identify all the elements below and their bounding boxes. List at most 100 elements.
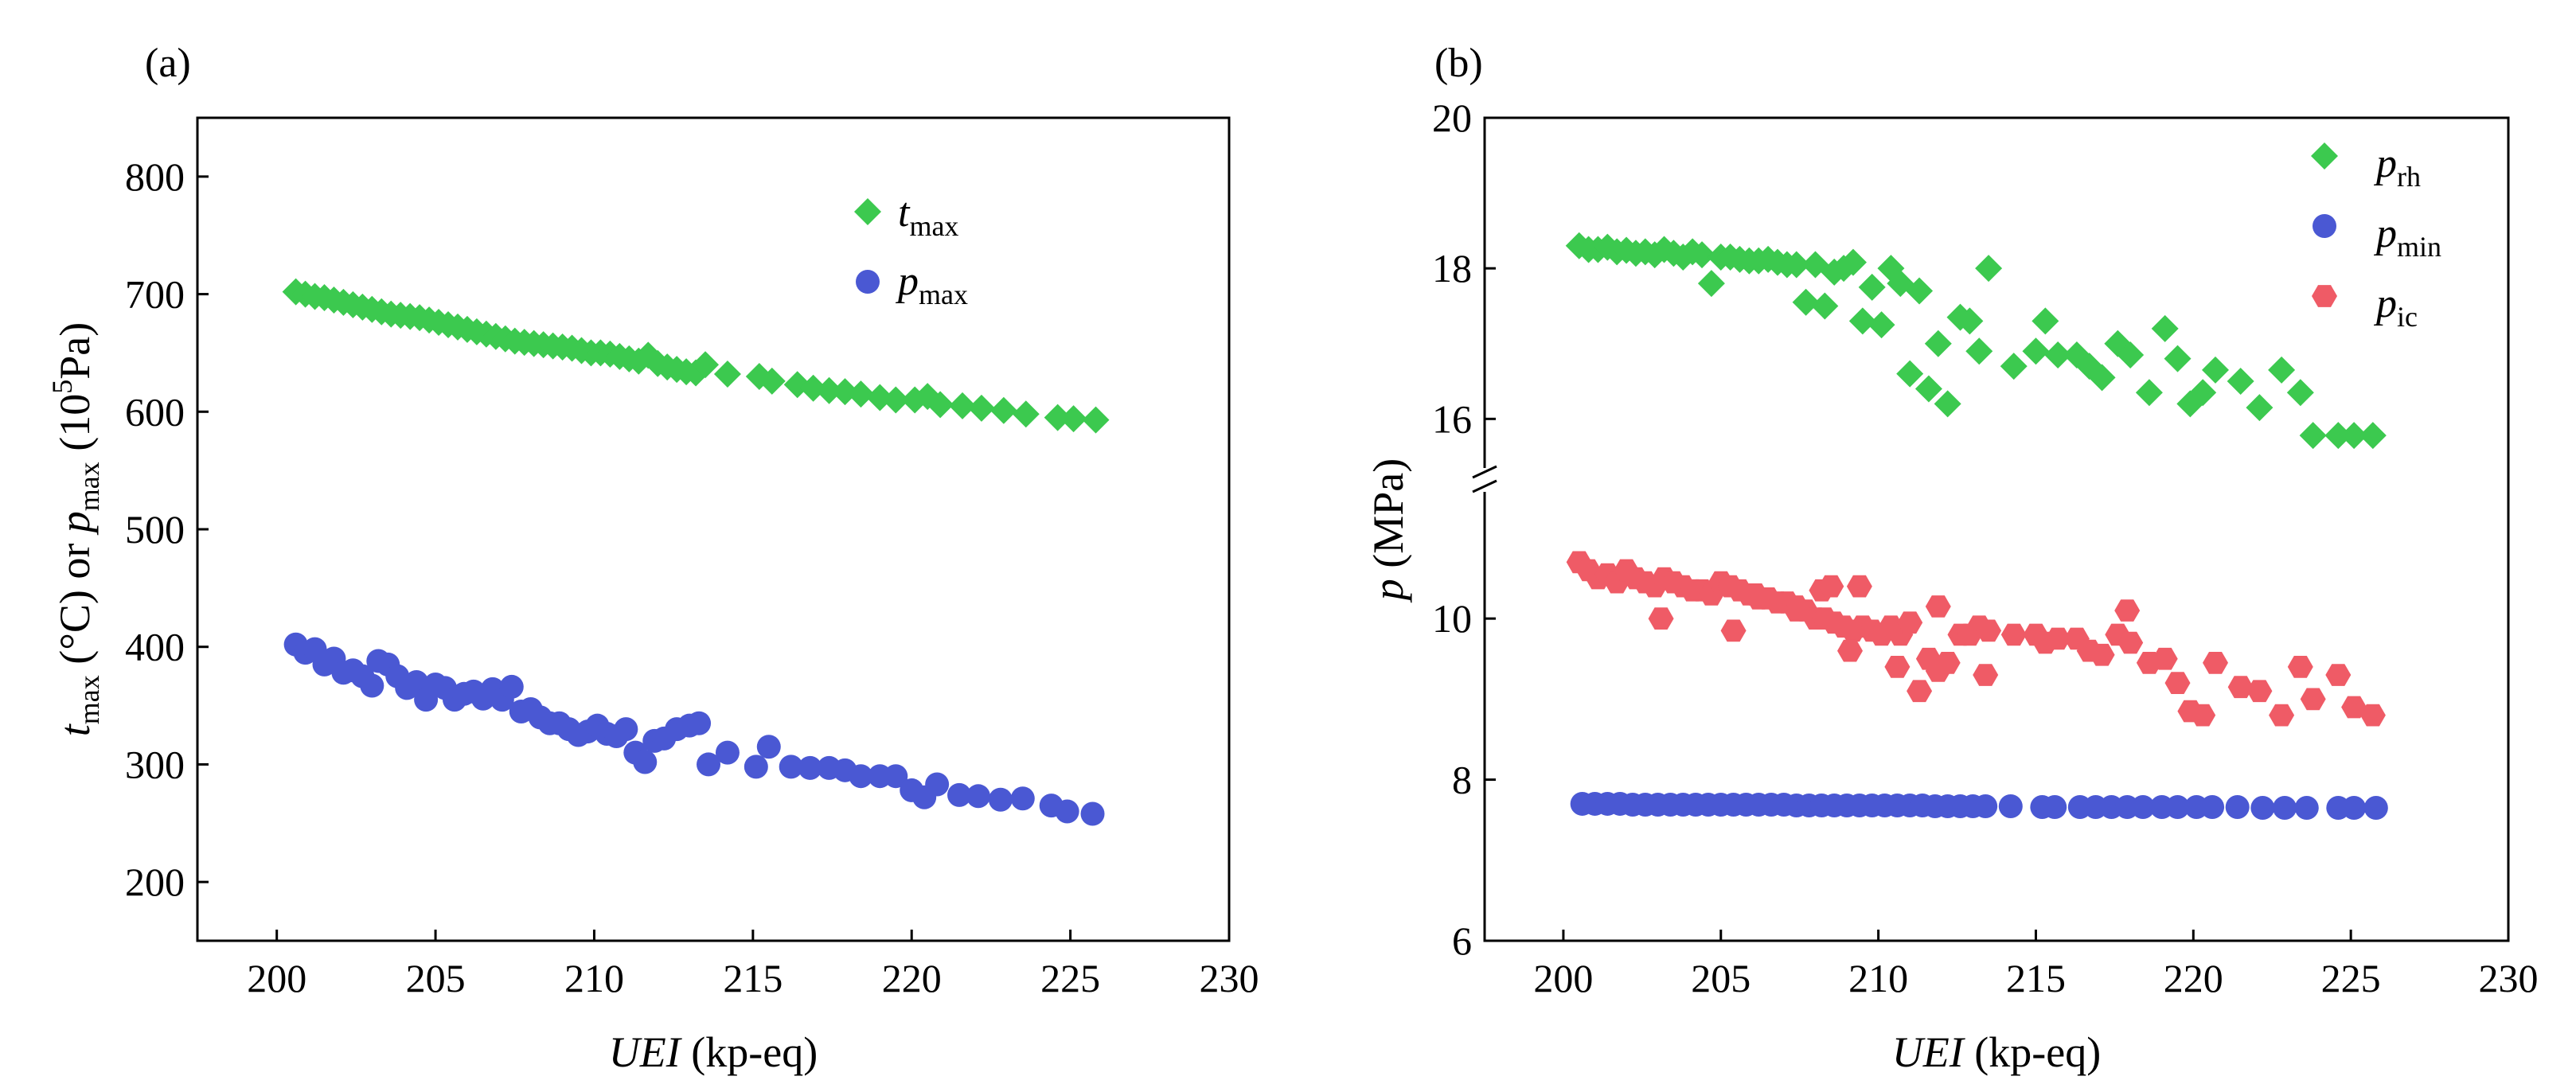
data-point: [2088, 364, 2116, 392]
data-point: [2359, 422, 2387, 450]
data-point: [779, 755, 803, 779]
data-point: [2203, 652, 2228, 674]
data-point: [614, 717, 638, 742]
data-point: [2340, 422, 2368, 450]
data-point: [2200, 794, 2225, 819]
x-tick-label: 205: [406, 956, 466, 1000]
panel-a-x-axis-title: UEI (kp-eq): [609, 1028, 818, 1076]
data-point: [2135, 379, 2163, 407]
legend-sub-p-rh: rh: [2397, 161, 2421, 193]
panel-b-y-axis-title: p (MPa): [1364, 458, 1412, 603]
data-point: [2273, 796, 2297, 821]
x-tick-label: 230: [1200, 956, 1259, 1000]
data-point: [1858, 273, 1886, 301]
data-point: [2246, 680, 2273, 703]
panel-b-data-points: [1565, 232, 2388, 821]
data-point: [2117, 341, 2145, 369]
legend-label-p-min: p: [2373, 211, 2397, 256]
panel-a-y-axis-title: tmax (°C) or pmax (105Pa): [46, 322, 105, 737]
legend-label-p-ic: p: [2373, 281, 2397, 326]
x-tick-label: 200: [1533, 956, 1593, 1000]
legend-symbol: [2311, 142, 2338, 170]
y-tick-label: 6: [1452, 918, 1472, 963]
y-tick-label: 20: [1432, 96, 1472, 140]
data-point: [967, 394, 995, 422]
legend-label-p-max: p: [895, 259, 919, 304]
data-point: [499, 674, 524, 699]
data-point: [1846, 575, 1872, 598]
data-point: [947, 782, 972, 807]
panel-a-data-points: [282, 278, 1110, 826]
data-point: [1896, 360, 1924, 388]
data-point: [2286, 379, 2314, 407]
panel-b-y-ticks: 6 8 10 16 18 20: [1432, 96, 1496, 963]
data-point: [2114, 599, 2141, 622]
data-point: [884, 764, 908, 789]
legend-sub-p-min: min: [2397, 231, 2441, 263]
data-point: [758, 367, 786, 395]
y-tick-label: 18: [1432, 246, 1472, 291]
data-point: [2045, 627, 2071, 650]
series-p-ic: [1566, 551, 2386, 727]
legend-item-t-max: tmax: [854, 190, 958, 242]
data-point: [1884, 656, 1911, 678]
legend-marker-p-min: [2313, 214, 2336, 238]
series-t-max: [282, 278, 1110, 434]
svg-text:pmax: pmax: [895, 259, 968, 310]
legend-symbol: [856, 270, 880, 294]
x-tick-label: 225: [1040, 956, 1100, 1000]
data-point: [2164, 672, 2191, 694]
legend-sub-p-max: max: [919, 279, 968, 310]
data-point: [1924, 330, 1952, 357]
data-point: [1897, 611, 1923, 634]
panel-b: (b) 200 205 210 215 220 225 230 6 8 10 16 18 20 UEI…: [1364, 41, 2539, 1076]
data-point: [1811, 292, 1839, 320]
legend-marker-p-rh: [2311, 142, 2338, 170]
y-tick-label: 300: [125, 742, 185, 786]
legend-item-p-min: pmin: [2313, 211, 2441, 263]
data-point: [2043, 794, 2067, 819]
legend-symbol: [2312, 285, 2337, 307]
data-point: [2189, 379, 2217, 407]
data-point: [1044, 404, 1071, 431]
y-tick-label: 16: [1432, 396, 1472, 441]
y-tick-label: 600: [125, 389, 185, 434]
legend-symbol: [2313, 214, 2336, 238]
legend-item-p-rh: prh: [2311, 141, 2421, 193]
x-tick-label: 220: [2164, 956, 2223, 1000]
data-point: [989, 396, 1017, 424]
data-point: [1055, 799, 1079, 824]
data-point: [2022, 337, 2050, 365]
data-point: [1934, 652, 1961, 674]
data-point: [2250, 796, 2275, 821]
panel-b-label: (b): [1434, 41, 1483, 86]
panel-a-label: (a): [145, 41, 191, 86]
legend-marker-t-max: [854, 198, 881, 225]
data-point: [2227, 368, 2254, 396]
data-point: [360, 673, 384, 698]
panel-b-legend: prh pmin pic: [2311, 141, 2441, 333]
x-tick-label: 230: [2479, 956, 2539, 1000]
data-point: [882, 386, 910, 414]
panel-a-legend: tmax pmax: [854, 190, 968, 310]
y-tick-label: 8: [1452, 758, 1472, 802]
data-point: [1837, 639, 1863, 662]
data-point: [1925, 595, 1951, 618]
legend-symbol: [854, 198, 881, 225]
data-point: [1975, 255, 2003, 283]
data-point: [633, 750, 658, 774]
data-point: [1792, 288, 1820, 316]
data-point: [2000, 353, 2028, 380]
data-point: [2164, 345, 2192, 372]
legend-sub-t-max: max: [909, 210, 958, 242]
data-point: [1848, 307, 1876, 335]
data-point: [2342, 796, 2367, 821]
data-point: [1934, 390, 1961, 418]
data-point: [1973, 794, 1998, 818]
data-point: [1688, 241, 1716, 269]
y-tick-label: 400: [125, 625, 185, 669]
data-point: [1782, 251, 1810, 279]
data-point: [2000, 623, 2027, 646]
data-point: [404, 670, 429, 695]
svg-text:pmin: pmin: [2373, 211, 2441, 263]
